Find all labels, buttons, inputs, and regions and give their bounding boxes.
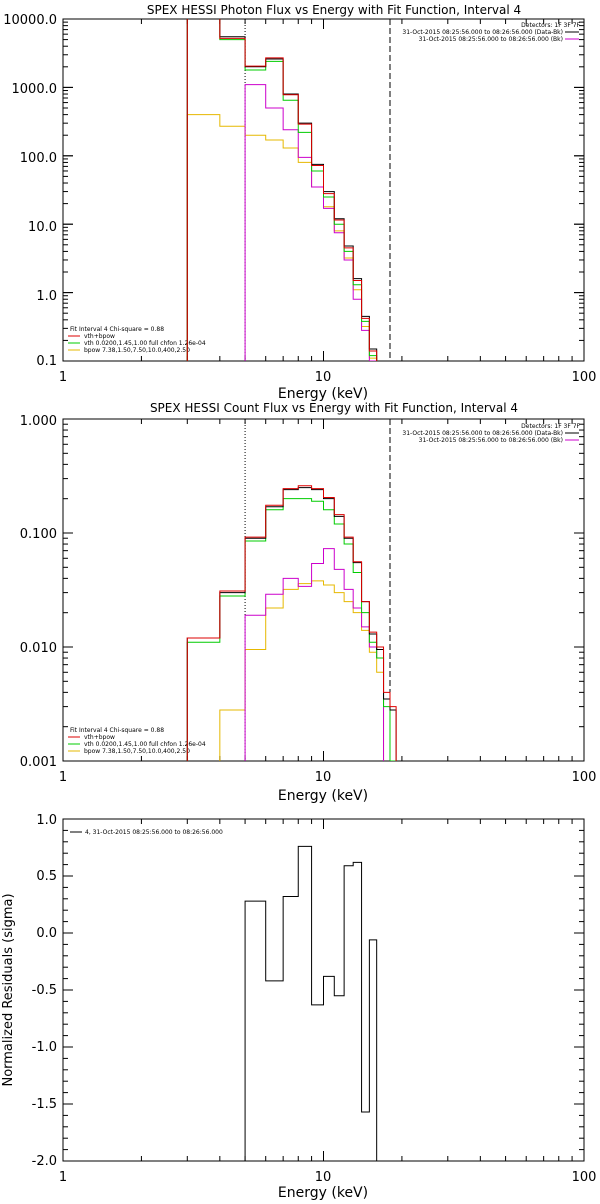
series-vth-line <box>186 19 378 361</box>
count-flux-legend-left-4: bpow 7.38,1.50,7.50,10.0,400,2.50 <box>84 748 190 755</box>
y-tick-label: 1000.0 <box>12 82 58 97</box>
series-vth-line <box>186 498 397 761</box>
y-tick-label: 0.1 <box>36 354 57 369</box>
photon-flux-x-tick-labels: 1 10 100 <box>59 370 597 385</box>
y-tick-label: 0.5 <box>36 869 57 884</box>
y-tick-label: 0.010 <box>20 641 57 656</box>
count-flux-y-tick-labels: 0.001 0.010 0.100 1.000 <box>20 414 57 770</box>
residuals-x-axis-label: Energy (keV) <box>278 1185 368 1200</box>
x-tick-label: 10 <box>315 770 332 785</box>
residuals-x-tick-labels: 1 10 100 <box>59 1170 597 1185</box>
residuals-y-axis-label: Normalized Residuals (sigma) <box>1 893 16 1086</box>
photon-flux-panel: SPEX HESSI Photon Flux vs Energy with Fi… <box>3 3 596 402</box>
chart-marks <box>62 18 585 1162</box>
series-bk-line <box>244 84 378 361</box>
photon-flux-detectors-label: Detectors: 1F 3F 7F <box>521 22 580 29</box>
count-flux-x-tick-labels: 1 10 100 <box>59 770 597 785</box>
series-total-line <box>186 19 378 361</box>
photon-flux-legend-right-1: 31-Oct-2015 08:25:56.000 to 08:26:56.000… <box>402 29 563 36</box>
photon-flux-legend-left-2: vth+bpow <box>84 333 115 340</box>
y-tick-label: 0.001 <box>20 755 57 770</box>
x-tick-label: 10 <box>315 1170 332 1185</box>
series-data-line <box>186 19 378 361</box>
count-flux-legend-left-3: vth 0.0200,1.45,1.00 full chfon 1.26e-04 <box>84 741 206 748</box>
count-flux-legend-right-2: 31-Oct-2015 08:25:56.000 to 08:26:56.000… <box>419 437 563 444</box>
y-tick-label: 10.0 <box>28 220 57 235</box>
y-tick-label: 10000.0 <box>3 13 57 28</box>
count-flux-plot-frame <box>62 418 585 762</box>
series-bk-line <box>244 548 385 761</box>
photon-flux-legend-left-4: bpow 7.38,1.50,7.50,10.0,400,2.50 <box>84 347 190 354</box>
x-tick-label: 100 <box>572 370 597 385</box>
count-flux-legend-left-2: vth+bpow <box>84 734 115 741</box>
y-tick-label: -0.5 <box>32 983 57 998</box>
count-flux-legend-right-1: 31-Oct-2015 08:25:56.000 to 08:26:56.000… <box>402 430 563 437</box>
series-data-line <box>244 845 378 1161</box>
series-total-line <box>186 485 397 761</box>
y-tick-label: -1.5 <box>32 1097 57 1112</box>
photon-flux-title: SPEX HESSI Photon Flux vs Energy with Fi… <box>147 3 521 17</box>
y-tick-label: -1.0 <box>32 1040 57 1055</box>
count-flux-detectors-label: Detectors: 1F 3F 7F <box>521 423 580 430</box>
count-flux-x-axis-label: Energy (keV) <box>278 788 368 804</box>
x-tick-label: 100 <box>572 770 597 785</box>
count-flux-panel: SPEX HESSI Count Flux vs Energy with Fit… <box>20 401 597 804</box>
photon-flux-x-axis-label: Energy (keV) <box>278 386 368 402</box>
y-tick-label: 100.0 <box>20 151 57 166</box>
photon-flux-legend-right-2: 31-Oct-2015 08:25:56.000 to 08:26:56.000… <box>419 36 563 43</box>
residuals-legend: 4, 31-Oct-2015 08:25:56.000 to 08:26:56.… <box>85 829 223 836</box>
residuals-y-tick-labels: -2.0 -1.5 -1.0 -0.5 0.0 0.5 1.0 <box>32 813 57 1169</box>
y-tick-label: 1.0 <box>36 813 57 828</box>
series-bpow-line <box>186 114 378 361</box>
y-tick-label: 1.000 <box>20 414 57 429</box>
photon-flux-legend-left-3: vth 0.0200,1.45,1.00 full chfon 1.26e-04 <box>84 340 206 347</box>
photon-flux-legend-left-1: Fit Interval 4 Chi-square = 0.88 <box>70 326 164 333</box>
y-tick-label: 0.100 <box>20 527 57 542</box>
y-tick-label: -2.0 <box>32 1154 57 1169</box>
photon-flux-y-tick-labels: 0.1 1.0 10.0 100.0 1000.0 10000.0 <box>3 13 57 369</box>
x-tick-label: 100 <box>572 1170 597 1185</box>
y-tick-label: 1.0 <box>36 289 57 304</box>
x-tick-label: 1 <box>59 370 67 385</box>
count-flux-title: SPEX HESSI Count Flux vs Energy with Fit… <box>150 401 518 415</box>
x-tick-label: 10 <box>315 370 332 385</box>
x-tick-label: 1 <box>59 770 67 785</box>
series-bpow-line <box>219 580 385 761</box>
count-flux-legend-left-1: Fit Interval 4 Chi-square = 0.88 <box>70 727 164 734</box>
x-tick-label: 1 <box>59 1170 67 1185</box>
y-tick-label: 0.0 <box>36 926 57 941</box>
